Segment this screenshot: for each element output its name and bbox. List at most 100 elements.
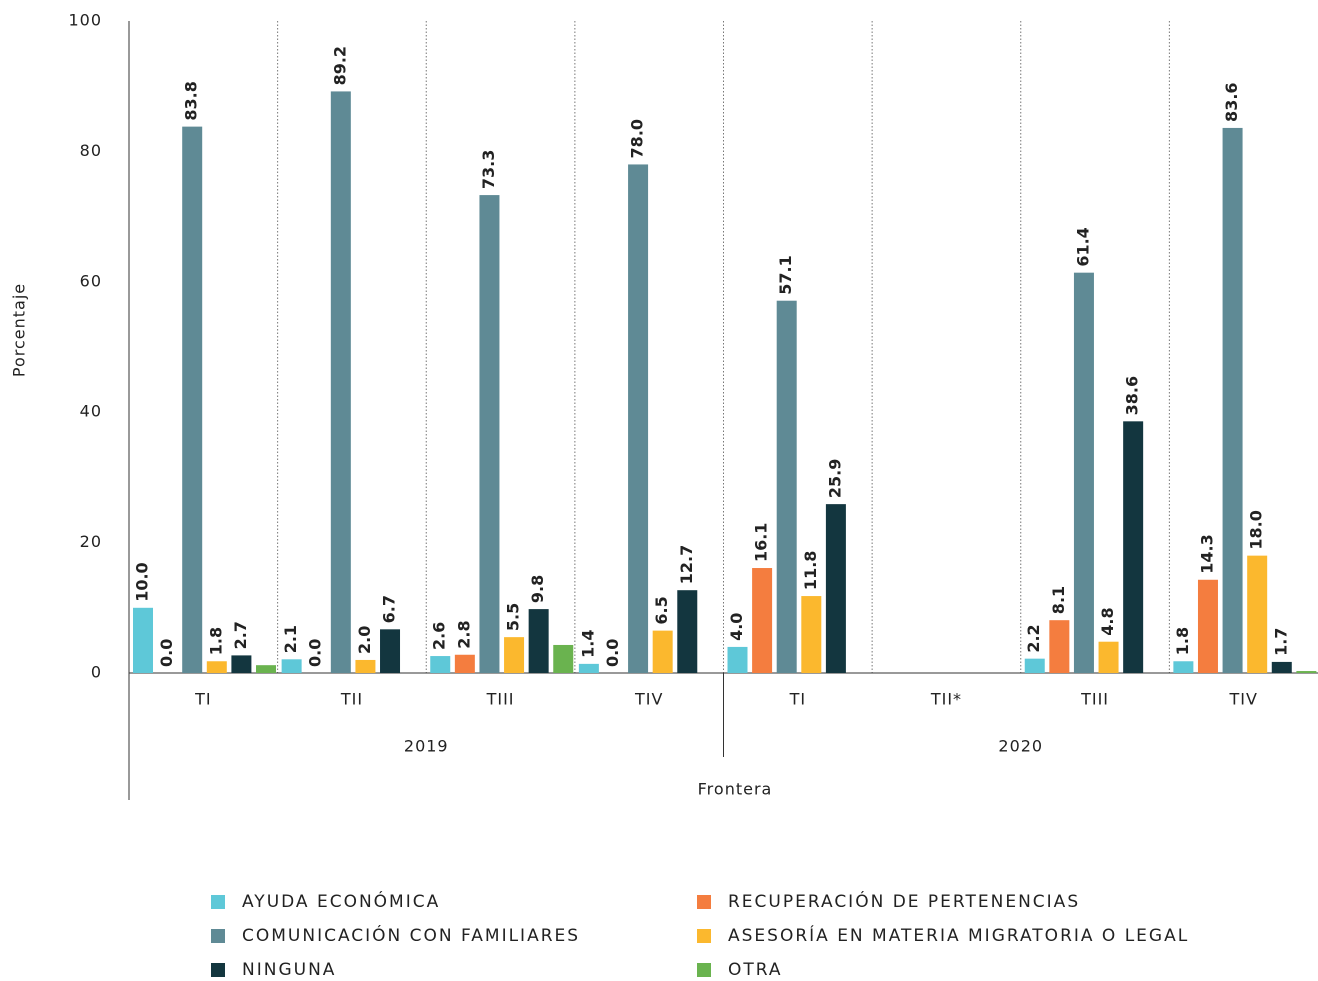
bar [1173,661,1194,673]
x-tick-label: TII* [930,690,962,709]
bar [553,644,574,673]
bar [256,665,276,673]
y-tick-label: 20 [80,532,102,551]
bar [628,164,649,673]
bar [133,607,153,673]
value-label: 4.8 [1098,607,1117,635]
value-label: 2.6 [430,622,449,650]
value-label: 2.1 [281,625,300,653]
legend-swatch [697,963,711,977]
value-label: 2.7 [231,621,250,649]
bar [504,637,525,673]
bar [479,195,500,674]
x-tick-label: TI [194,690,212,709]
bar [727,646,748,673]
bar [652,630,673,673]
bar [1271,661,1292,673]
legend-label: ASESORÍA EN MATERIA MIGRATORIA O LEGAL [728,924,1189,946]
legend-label: NINGUNA [242,960,336,980]
bar [1197,579,1218,673]
bar [825,504,846,673]
value-label: 14.3 [1197,534,1216,573]
value-label: 83.6 [1222,82,1241,121]
bar [528,609,549,673]
bar [776,300,797,673]
value-label: 18.0 [1247,510,1266,549]
x-tick-label: TIII [486,690,515,709]
bar [454,654,475,673]
value-label: 6.7 [380,595,399,623]
legend-swatch [211,895,225,909]
value-label: 11.8 [801,551,820,590]
value-label: 38.6 [1123,376,1142,415]
value-label: 2.2 [1024,624,1043,652]
y-tick-label: 100 [68,11,102,30]
value-label: 5.5 [504,603,523,631]
legend-label: RECUPERACIÓN DE PERTENENCIAS [728,890,1080,912]
bar [801,596,822,673]
x-tick-label: TII [340,690,363,709]
bar [677,590,698,673]
x-axis-title: Frontera [698,780,773,799]
bar [1073,272,1094,673]
value-label: 2.8 [454,620,473,648]
value-label: 61.4 [1073,227,1092,266]
value-label: 83.8 [182,81,201,120]
bar [1123,421,1144,673]
value-label: 6.5 [652,596,671,624]
value-label: 4.0 [727,613,746,641]
y-tick-label: 40 [80,402,102,421]
x-tick-label: TIV [1228,690,1257,709]
y-tick-label: 0 [91,663,102,682]
x-tick-label: TIII [1080,690,1109,709]
value-label: 0.0 [306,639,325,667]
bar [1296,671,1317,673]
value-label: 1.8 [206,627,225,655]
bar [1049,620,1070,673]
legend-swatch [697,929,711,943]
bar [380,629,401,673]
bar [1024,658,1045,673]
legend-label: COMUNICACIÓN CON FAMILIARES [242,924,580,946]
group-label: 2020 [998,737,1043,756]
y-tick-label: 60 [80,271,102,290]
value-label: 12.7 [677,545,696,584]
value-label: 57.1 [776,255,795,294]
value-label: 1.8 [1173,627,1192,655]
bar [330,91,351,673]
legend-label: AYUDA ECONÓMICA [242,890,440,912]
value-label: 9.8 [528,575,547,603]
value-label: 8.1 [1049,586,1068,614]
value-label: 10.0 [133,562,152,601]
value-label: 73.3 [479,150,498,189]
value-label: 89.2 [330,46,349,85]
y-tick-label: 80 [80,141,102,160]
bar [355,659,376,673]
legend-label: OTRA [728,960,783,980]
group-label: 2019 [404,737,449,756]
x-tick-label: TI [789,690,807,709]
bar [182,126,203,673]
value-label: 0.0 [157,639,176,667]
bar [578,663,599,673]
value-label: 1.7 [1271,628,1290,656]
bar [206,661,227,673]
bar [281,659,302,673]
y-axis-title: Porcentaje [10,283,29,377]
value-label: 0.0 [603,639,622,667]
value-label: 2.0 [355,626,374,654]
legend-swatch [697,895,711,909]
legend-swatch [211,929,225,943]
bar [752,568,773,673]
bar [1222,127,1243,674]
x-tick-label: TIV [634,690,663,709]
bar [430,656,451,673]
value-label: 1.4 [578,630,597,658]
value-label: 25.9 [825,459,844,498]
value-label: 16.1 [752,523,771,562]
bar [1098,641,1119,673]
value-label: 78.0 [628,119,647,158]
legend-swatch [211,963,225,977]
bar [1247,555,1268,673]
